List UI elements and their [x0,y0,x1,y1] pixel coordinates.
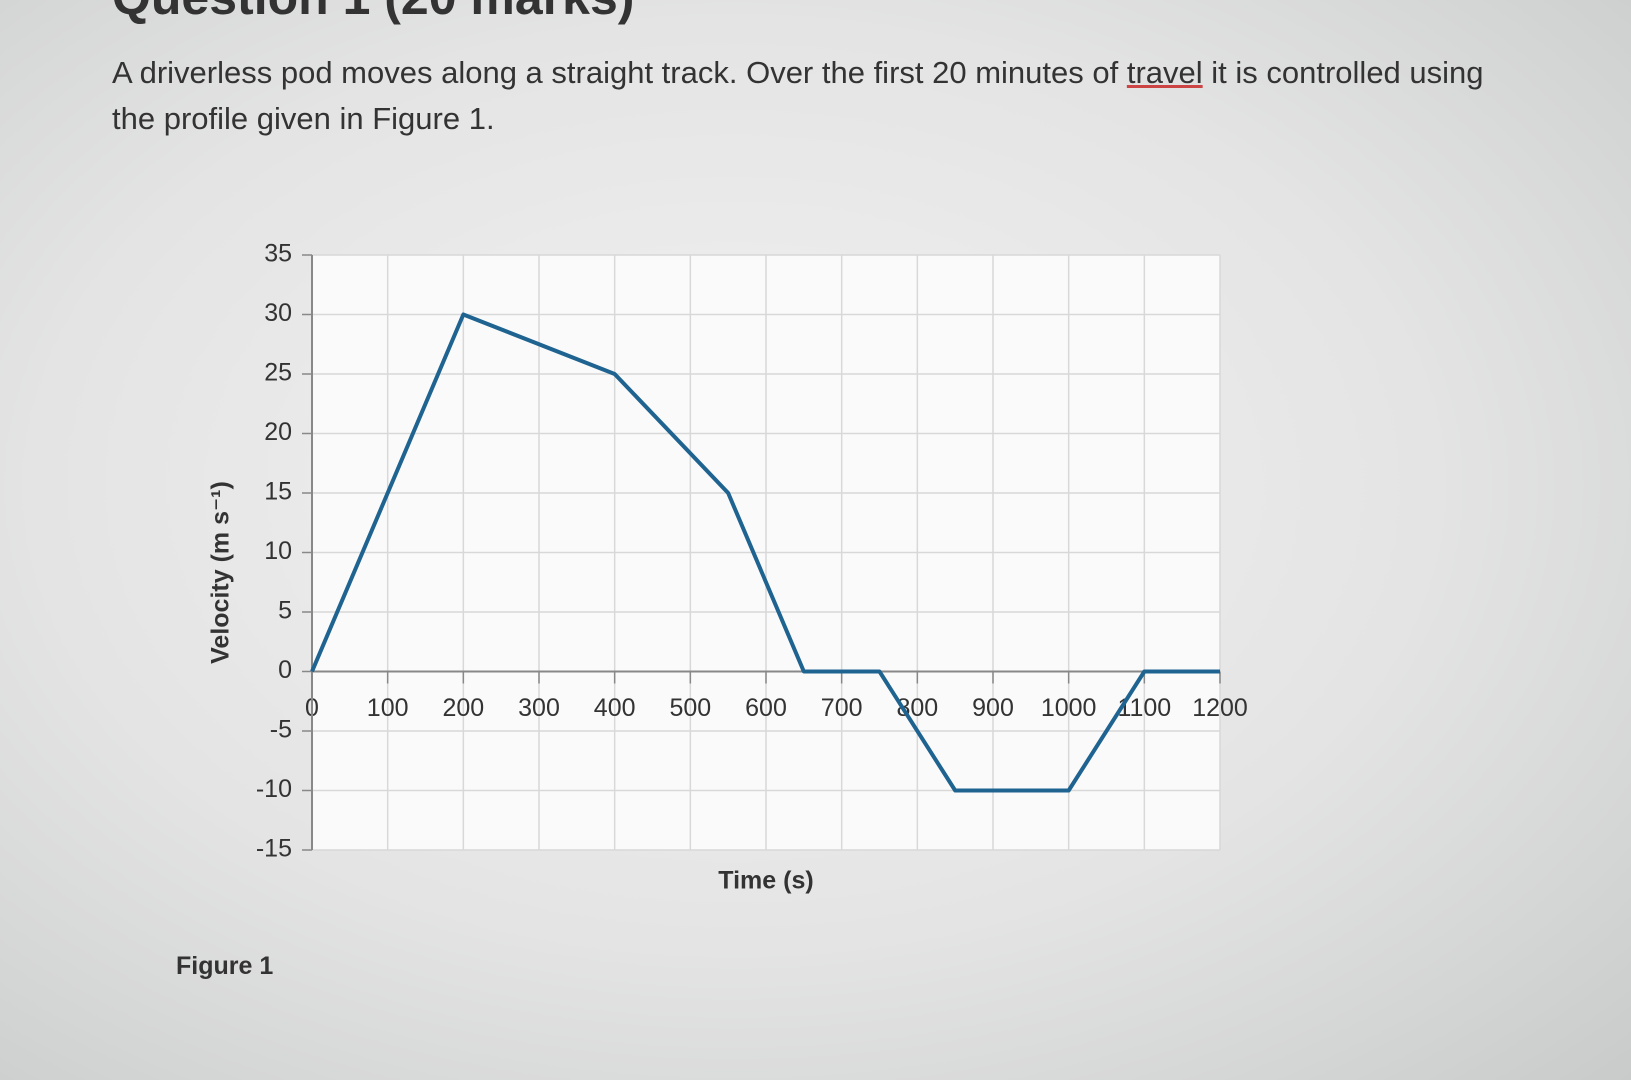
y-tick-label: -10 [256,775,292,803]
y-tick-label: 25 [264,359,292,387]
text: it is controlled using the profile given… [112,55,1484,136]
x-tick-label: 900 [972,694,1014,722]
figure-caption: Figure 1 [176,952,274,980]
y-tick-label: -5 [270,716,292,744]
y-tick-label: 15 [264,478,292,506]
x-axis-label: Time (s) [718,867,813,895]
paragraph: A driverless pod moves along a straight … [112,50,1512,142]
x-tick-label: 200 [442,694,484,722]
x-tick-label: 100 [367,694,409,722]
underlined-word: travel [1126,55,1203,90]
heading: Question 1 (20 marks) [112,0,634,26]
x-tick-label: 500 [669,694,711,722]
data-line [310,312,1220,793]
y-tick-label: 10 [264,537,292,565]
y-tick-label: 35 [264,240,292,268]
y-tick-label: 20 [264,418,292,446]
y-tick-label: -15 [256,835,292,863]
x-tick-label: 300 [518,694,560,722]
x-tick-label: 700 [821,694,863,722]
x-tick-label: 600 [745,694,787,722]
y-tick-label: 30 [264,299,292,327]
y-tick-label: 5 [278,597,292,625]
text: A driverless pod moves along a straight … [112,55,1127,90]
y-tick-label: 0 [278,656,292,684]
x-tick-label: 1200 [1192,694,1248,722]
y-axis-label: Velocity (m s⁻¹) [207,481,235,664]
x-tick-label: 1000 [1041,694,1097,722]
x-tick-label: 400 [594,694,636,722]
